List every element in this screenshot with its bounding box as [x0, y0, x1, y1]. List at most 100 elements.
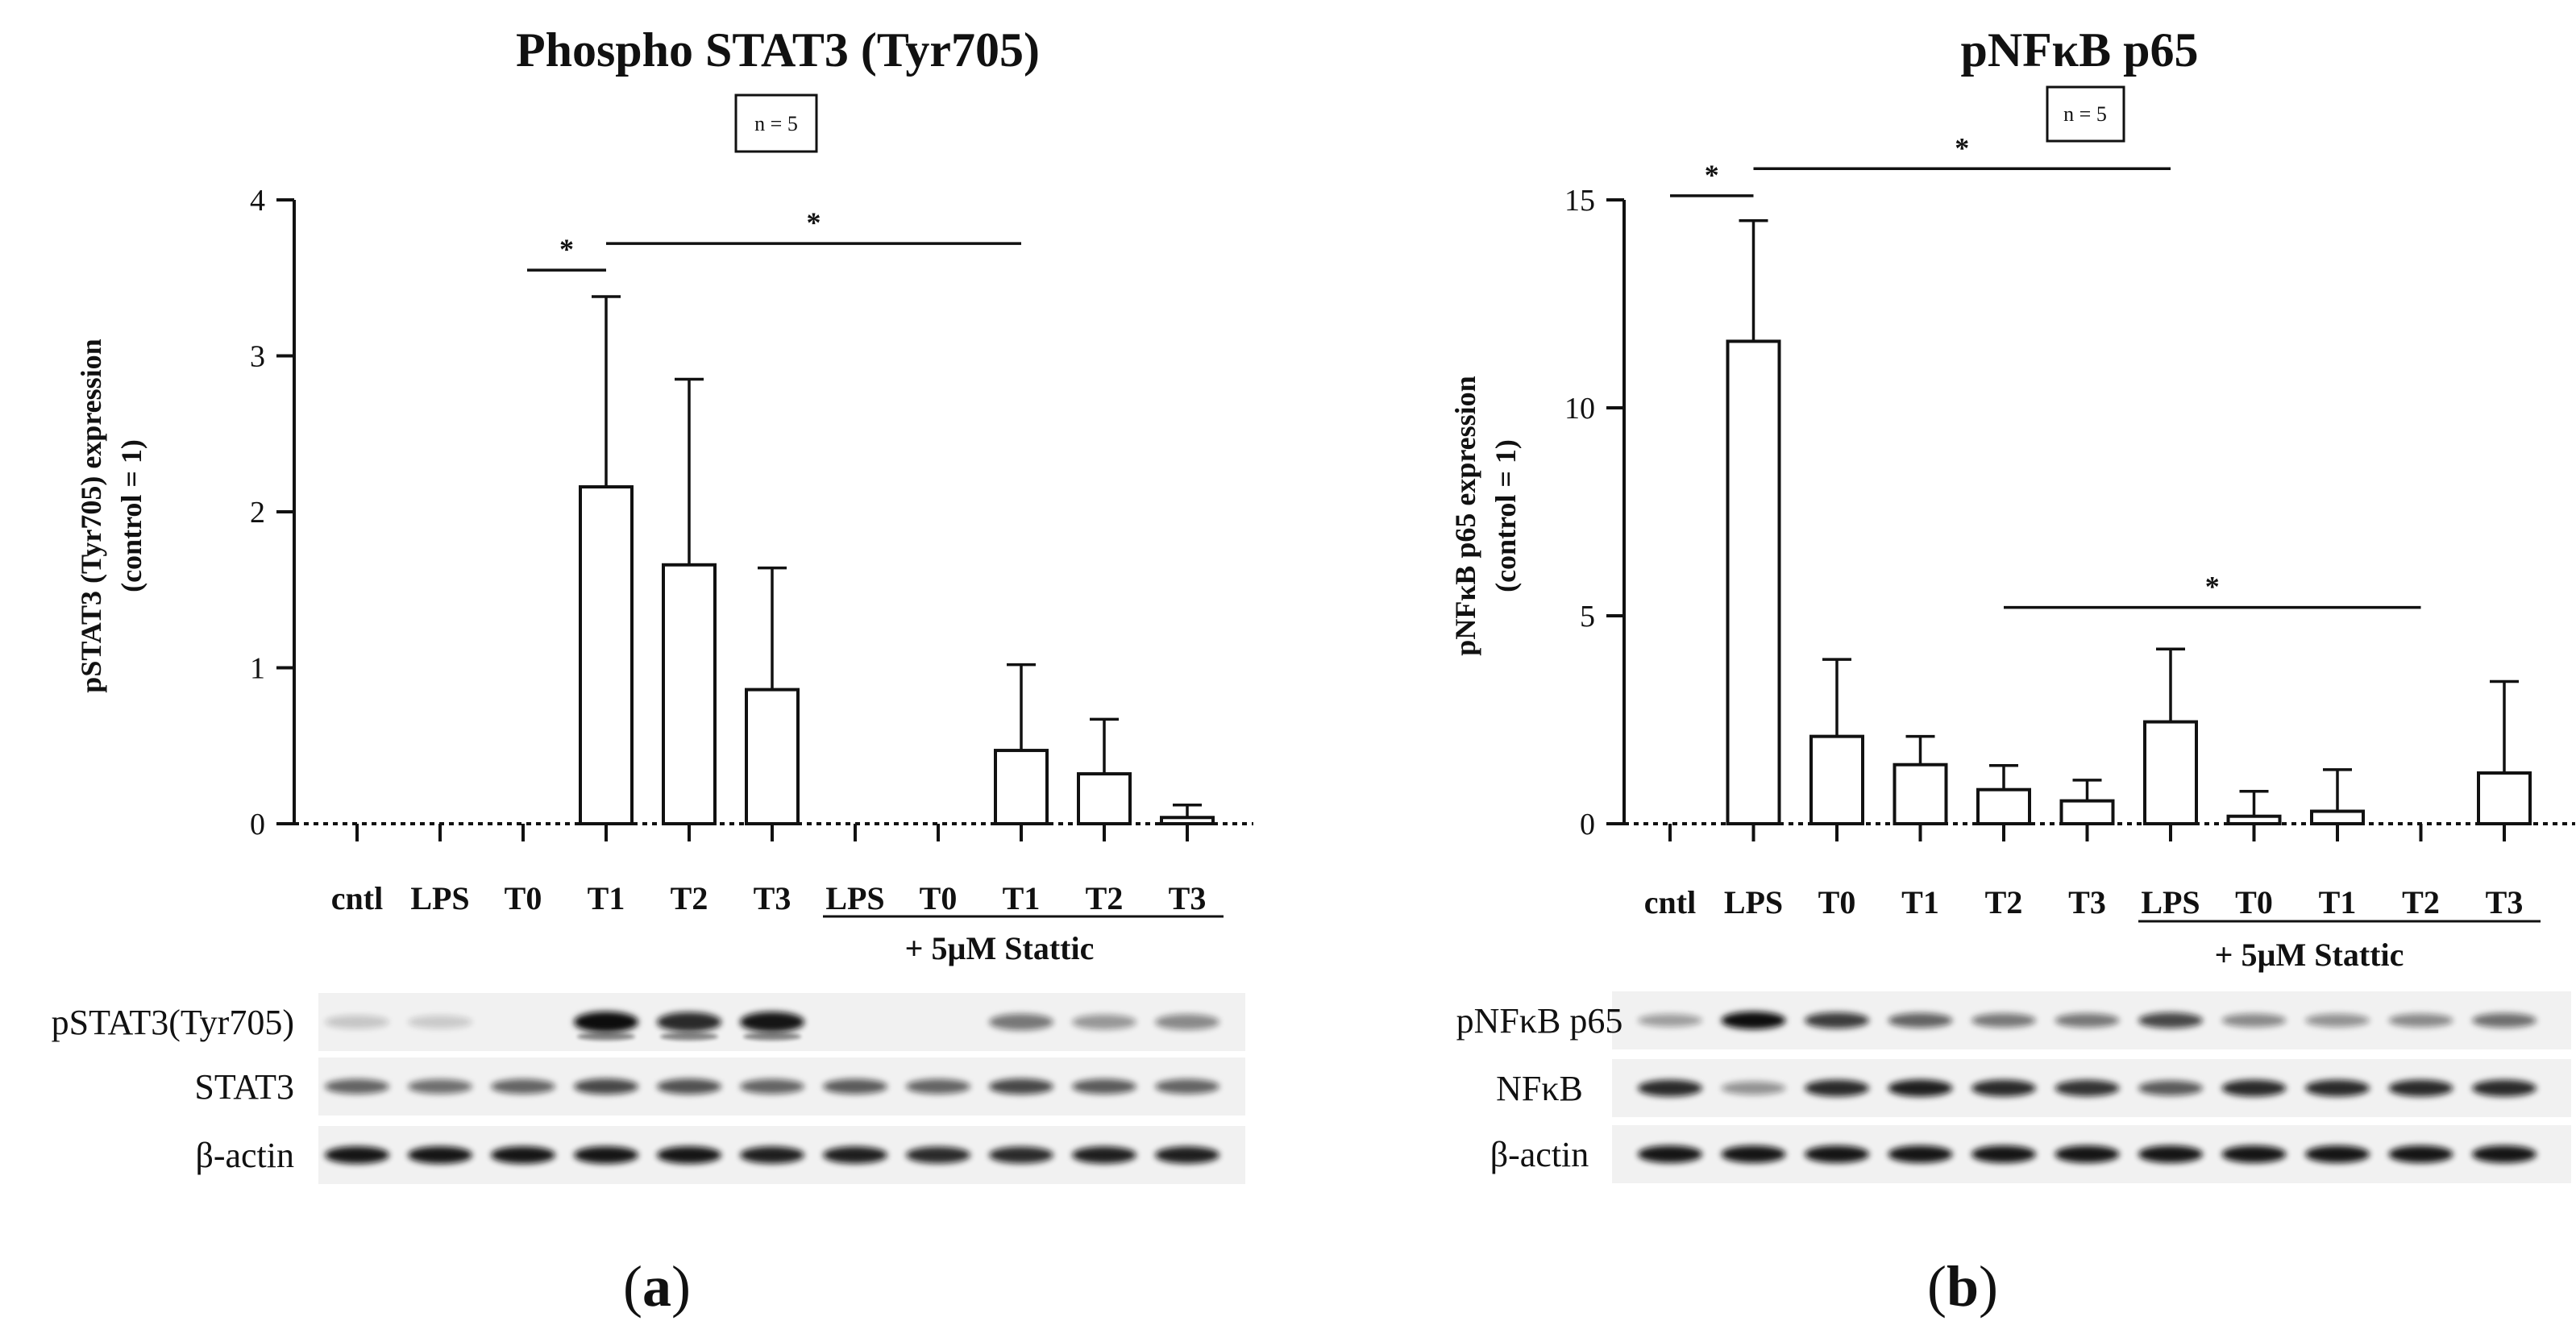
chart-a-title: Phospho STAT3 (Tyr705)	[516, 23, 1040, 77]
chart-b-ylabel-line1: pNFκB p65 expression	[1449, 376, 1481, 655]
blot-b-band-0-5	[2055, 1013, 2120, 1028]
blot-b-band-0-1	[1721, 1012, 1786, 1029]
blot-a-band-2-5	[740, 1146, 804, 1164]
blot-b-band-2-7	[2221, 1145, 2287, 1163]
blot-b-band-0-10	[2472, 1013, 2537, 1028]
chart-b-significance-star-0: *	[1705, 159, 1719, 191]
blot-b-row-label-2: β-actin	[1490, 1135, 1589, 1174]
chart-b-category-label: T2	[2402, 884, 2440, 920]
chart-a: 0 1 2 3 4 cntl LPS T0 T1 T2 T3 LPS T0 T1 T2 T3 * *	[250, 184, 1253, 918]
chart-b-bar-lps-6	[2143, 720, 2198, 826]
blot-b-band-0-2	[1805, 1012, 1869, 1028]
blot-b-band-0-6	[2138, 1012, 2203, 1028]
blot-b-band-1-2	[1805, 1079, 1869, 1097]
chart-b-n-box	[2046, 85, 2125, 143]
blot-a-band-2-6	[823, 1146, 887, 1164]
blot-b-band-0-8	[2305, 1013, 2370, 1028]
chart-a-category-label: T1	[1003, 880, 1041, 916]
chart-a-category-label: T1	[588, 880, 625, 916]
chart-b-category-label: cntl	[1644, 884, 1696, 920]
chart-b-ytick-label: 10	[1564, 392, 1595, 426]
blot-b-band-1-1	[1721, 1081, 1786, 1095]
blot-a-band-2-0	[325, 1146, 389, 1164]
blot-a-band-2-4	[657, 1146, 721, 1164]
blot-a-band-0-0	[325, 1015, 389, 1029]
chart-b-bar-t3-10	[2477, 771, 2532, 825]
chart-b-bar-t2-4	[1976, 787, 2031, 825]
chart-b-category-label: LPS	[1724, 884, 1783, 920]
blot-b-row-label-1: NFκB	[1496, 1069, 1583, 1108]
chart-b-category-label: T0	[1818, 884, 1856, 920]
chart-a-treatment-label: + 5µM Stattic	[905, 930, 1095, 966]
blot-b-band-1-10	[2472, 1079, 2537, 1097]
chart-b-category-label: T1	[2319, 884, 2357, 920]
chart-a-significance-star-0: *	[559, 233, 574, 265]
chart-a-category-label: T2	[671, 880, 708, 916]
chart-a-category-label: T0	[505, 880, 542, 916]
chart-b-bar-t1-3	[1893, 762, 1948, 826]
blot-a-band-2-3	[574, 1146, 638, 1164]
chart-a-bar-t1-3	[579, 485, 634, 825]
blot-a-row-label-2: β-actin	[195, 1136, 294, 1175]
blot-a: pSTAT3(Tyr705) STAT3 β-actin	[52, 993, 1245, 1184]
chart-b-category-label: T3	[2486, 884, 2524, 920]
chart-a-bar-t2-9	[1077, 772, 1132, 826]
blot-b-band-1-9	[2388, 1079, 2453, 1097]
blot-a-band-1-2	[491, 1078, 555, 1095]
blot-a-band-1-4	[657, 1078, 721, 1095]
chart-b-significance-star-1: *	[1955, 131, 1969, 164]
blot-a-band-1-6	[823, 1078, 887, 1095]
chart-b-n-label: n = 5	[2063, 102, 2107, 126]
blot-b-band-1-4	[1971, 1079, 2036, 1097]
chart-b-bar-t3-5	[2059, 799, 2115, 825]
blot-b-row-label-0: pNFκB p65	[1456, 1001, 1623, 1041]
chart-b-category-label: T3	[2068, 884, 2106, 920]
blot-a-band-1-8	[989, 1078, 1053, 1095]
chart-b-bar-lps-1	[1726, 339, 1781, 825]
blot-a-band-0-3	[574, 1012, 638, 1032]
blot-b-band-2-10	[2472, 1145, 2537, 1163]
chart-a-category-label: cntl	[331, 880, 383, 916]
blot-a-band-0-9	[1072, 1014, 1136, 1030]
blot-a-band-1-7	[906, 1078, 970, 1095]
blot-a-band-1-0	[325, 1078, 389, 1095]
chart-a-n-box	[734, 93, 818, 153]
chart-b-category-label: LPS	[2141, 884, 2200, 920]
chart-a-ytick-label: 3	[250, 340, 265, 374]
chart-b-treatment-label: + 5µM Stattic	[2215, 937, 2404, 973]
chart-a-category-label: T0	[920, 880, 958, 916]
chart-a-bar-t3-5	[745, 688, 800, 826]
chart-a-ylabel-line2: (control = 1)	[115, 439, 147, 592]
blot-b-band-2-8	[2305, 1145, 2370, 1163]
chart-a-panel-label: (a)	[623, 1254, 691, 1319]
blot-b-band-2-3	[1888, 1145, 1953, 1163]
chart-a-ytick-label: 1	[250, 652, 265, 686]
blot-b-band-1-6	[2138, 1080, 2203, 1096]
blot-a-band-0-5	[740, 1012, 804, 1032]
chart-a-category-label: T3	[1169, 880, 1207, 916]
chart-b-category-label: T0	[2235, 884, 2273, 920]
blot-a-band-lower-3	[577, 1032, 635, 1041]
blot-a-band-2-7	[906, 1146, 970, 1164]
blot-a-band-lower-4	[660, 1032, 718, 1041]
chart-a-bar-t1-8	[994, 749, 1049, 825]
blot-a-band-2-10	[1155, 1146, 1219, 1164]
chart-b-panel-label: (b)	[1927, 1254, 1998, 1319]
blot-b-band-2-0	[1638, 1145, 1702, 1163]
chart-b-significance-star-2: *	[2205, 571, 2220, 603]
chart-a-significance-star-1: *	[807, 206, 821, 239]
chart-a-panel-letter: a	[642, 1254, 671, 1319]
blot-b-band-2-5	[2055, 1145, 2120, 1163]
blot-a-band-1-10	[1155, 1078, 1219, 1095]
chart-b-ytick-label: 15	[1564, 184, 1595, 218]
chart-b-title: pNFκB p65	[1960, 23, 2198, 77]
blot-a-band-lower-5	[743, 1032, 801, 1041]
blot-a-row-label-1: STAT3	[194, 1067, 294, 1107]
chart-a-ytick-label: 2	[250, 496, 265, 530]
blot-b: pNFκB p65 NFκB β-actin	[1456, 991, 2571, 1183]
chart-a-category-label: LPS	[825, 880, 884, 916]
chart-a-category-label: T2	[1086, 880, 1124, 916]
blot-a-band-2-1	[408, 1146, 472, 1164]
blot-a-band-0-1	[408, 1015, 472, 1029]
chart-b-ylabel-line2: (control = 1)	[1490, 439, 1522, 592]
